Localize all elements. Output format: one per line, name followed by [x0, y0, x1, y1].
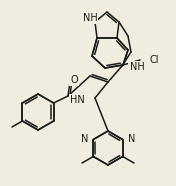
Text: O: O — [70, 74, 78, 84]
Text: N: N — [128, 134, 135, 144]
Text: Cl: Cl — [150, 55, 159, 65]
Text: HN: HN — [70, 95, 85, 105]
Text: NH: NH — [83, 13, 97, 23]
Text: NH: NH — [82, 13, 96, 23]
Text: NH: NH — [130, 62, 145, 72]
Text: NH: NH — [129, 63, 144, 73]
Text: O: O — [70, 75, 78, 85]
Text: N: N — [81, 134, 88, 144]
Text: N: N — [128, 134, 135, 144]
Text: HN: HN — [70, 95, 85, 105]
Text: Cl: Cl — [150, 55, 159, 65]
Text: N: N — [81, 134, 88, 144]
